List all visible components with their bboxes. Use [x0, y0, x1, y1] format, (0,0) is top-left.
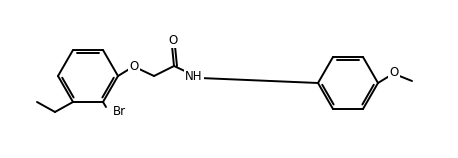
Text: Br: Br: [113, 106, 126, 118]
Text: O: O: [129, 60, 139, 73]
Text: O: O: [169, 33, 178, 46]
Text: O: O: [389, 67, 398, 79]
Text: NH: NH: [185, 70, 203, 82]
